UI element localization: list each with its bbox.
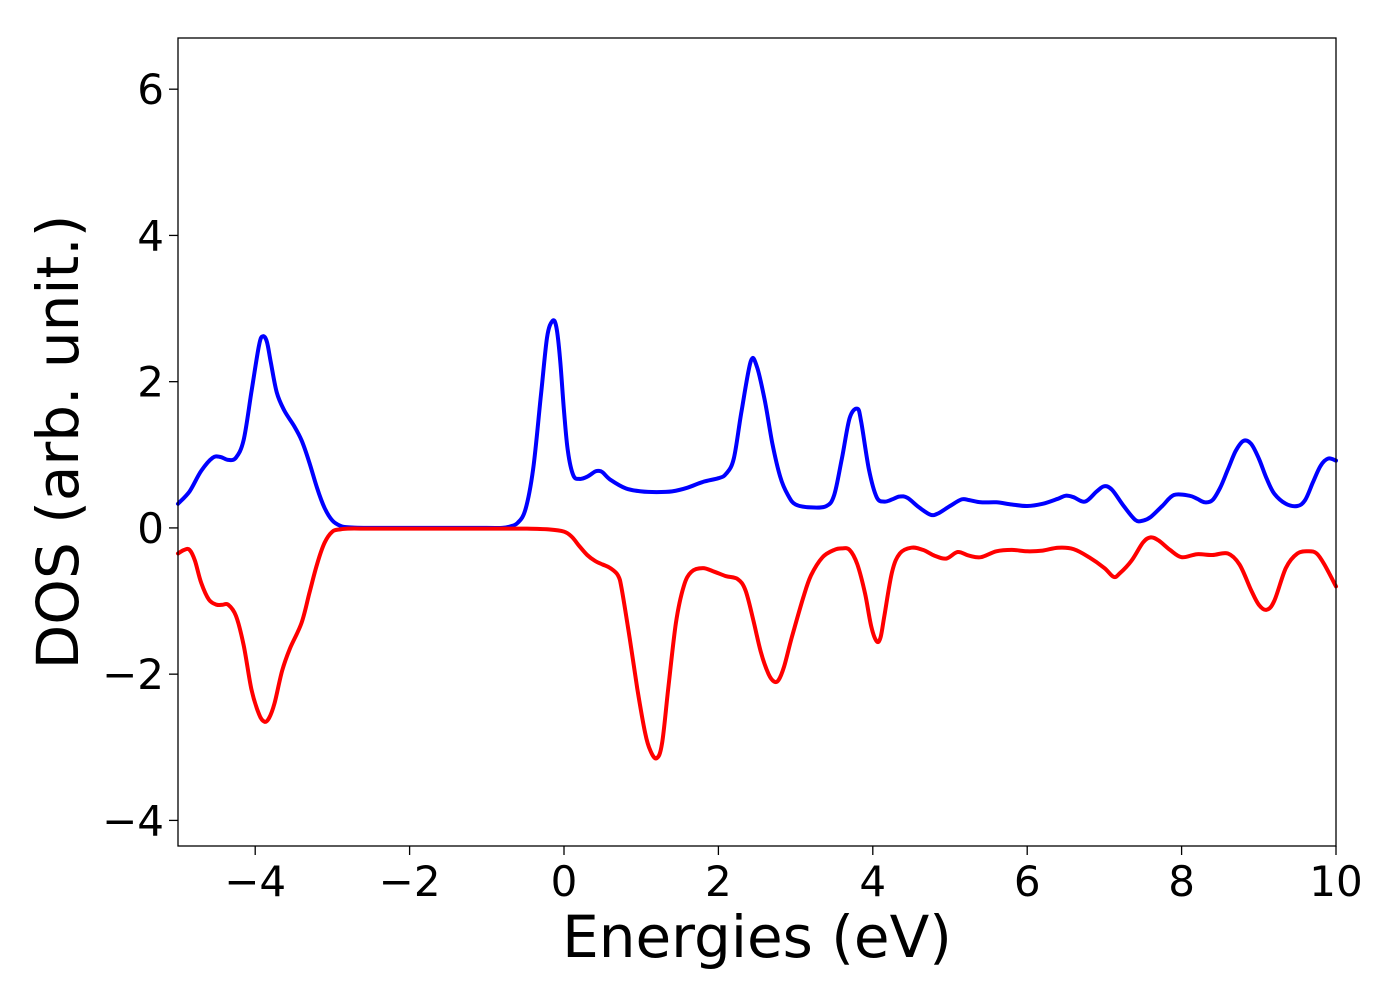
x-tick-label: 10	[1309, 857, 1362, 906]
x-tick-label: 4	[859, 857, 886, 906]
series-line-1	[176, 318, 1338, 531]
y-tick-label: 6	[137, 65, 164, 114]
series-line-2	[176, 526, 1338, 761]
x-tick-label: 8	[1168, 857, 1195, 906]
y-axis-ticks: −4 −2 0 2 4 6	[102, 65, 178, 845]
x-axis-ticks: −4 −2 0 2 4 6 8 10	[224, 846, 1363, 906]
x-tick-label: 0	[551, 857, 578, 906]
y-tick-label: −2	[102, 650, 164, 699]
y-tick-label: 4	[137, 211, 164, 260]
plot-frame	[177, 37, 1337, 847]
y-tick-label: 2	[137, 358, 164, 407]
series-layer	[176, 318, 1338, 761]
x-tick-label: −4	[224, 857, 286, 906]
x-tick-label: −2	[379, 857, 441, 906]
y-tick-label: −4	[102, 796, 164, 845]
x-axis-label: Energies (eV)	[562, 903, 952, 971]
y-tick-label: 0	[137, 504, 164, 553]
y-axis-label: DOS (arb. unit.)	[24, 215, 92, 670]
x-tick-label: 2	[705, 857, 732, 906]
x-tick-label: 6	[1014, 857, 1041, 906]
